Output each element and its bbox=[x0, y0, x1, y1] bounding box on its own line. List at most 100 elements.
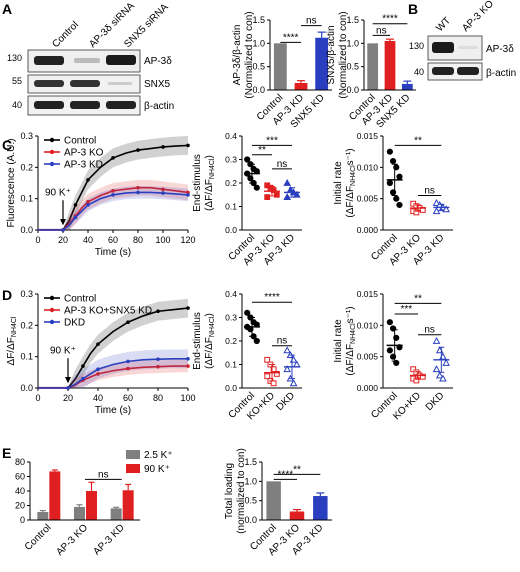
data-point bbox=[393, 195, 400, 202]
blot-row-label: SNX5 bbox=[144, 79, 171, 90]
data-point bbox=[432, 207, 441, 215]
panel-c: C 0.0 0.1 0.2 0.3 0 20 40 60 80 100 120 Time (s) 90 … bbox=[2, 131, 453, 268]
significance-label: *** bbox=[266, 135, 278, 146]
bar bbox=[122, 490, 134, 520]
legend-marker bbox=[49, 307, 55, 313]
x-category-label: Control bbox=[23, 522, 54, 553]
significance-label: **** bbox=[264, 292, 280, 303]
x-tick-label: 60 bbox=[123, 393, 133, 403]
y-tick-label: 1.0 bbox=[346, 38, 359, 48]
bar bbox=[313, 496, 328, 520]
blot-band bbox=[432, 67, 454, 75]
panel-letter-d: D bbox=[2, 287, 12, 303]
data-point bbox=[126, 366, 130, 371]
data-point bbox=[413, 377, 420, 384]
data-point bbox=[413, 209, 420, 216]
y-axis-label: Initial rate bbox=[333, 161, 344, 205]
data-point bbox=[156, 364, 160, 369]
blot-band bbox=[74, 58, 100, 63]
y-axis-label: (normalized to con) bbox=[236, 448, 247, 534]
legend-swatch bbox=[126, 450, 140, 459]
series-line bbox=[38, 358, 188, 389]
blot-band bbox=[457, 67, 479, 75]
bar bbox=[110, 508, 122, 520]
y-axis-label: SNX5/β-actin bbox=[326, 25, 337, 84]
data-point bbox=[442, 358, 450, 366]
x-tick-label: 40 bbox=[83, 235, 93, 245]
y-tick-label: 0.2 bbox=[20, 162, 33, 172]
data-point bbox=[244, 309, 251, 316]
data-point bbox=[156, 357, 160, 361]
data-point bbox=[161, 145, 165, 149]
x-tick-label: 80 bbox=[153, 393, 163, 403]
data-point bbox=[283, 365, 292, 373]
y-axis-label: (Normalized to con) bbox=[338, 11, 349, 98]
significance-label: ns bbox=[306, 16, 317, 27]
x-tick-label: 80 bbox=[133, 235, 143, 245]
y-tick-label: 1.5 bbox=[244, 457, 257, 467]
significance-label: *** bbox=[400, 304, 412, 315]
stimulus-annotation: 90 K⁺ bbox=[50, 346, 76, 357]
significance-label: ns bbox=[277, 336, 288, 347]
y-tick-label: 0.4 bbox=[225, 289, 237, 299]
data-point bbox=[289, 379, 298, 387]
blot-band bbox=[34, 101, 64, 109]
data-point bbox=[413, 369, 420, 376]
data-point bbox=[136, 148, 140, 152]
y-tick-label: 0.5 bbox=[244, 496, 257, 506]
y-tick-label: 0.2 bbox=[225, 178, 237, 188]
legend-label: AP-3 KO+SNX5 KD bbox=[64, 306, 152, 317]
lane-label: WT bbox=[434, 15, 453, 34]
data-point bbox=[283, 178, 292, 186]
y-axis-label: (ΔF/ΔFNH4Cls⁻¹) bbox=[345, 148, 357, 217]
y-tick-label: 40 bbox=[15, 486, 25, 496]
bar bbox=[384, 41, 396, 90]
data-point bbox=[273, 191, 280, 198]
y-tick-label: 0.1 bbox=[225, 360, 237, 370]
blot-a: Control AP-3δ siRNA SNX5 siRNA 130 55 40… bbox=[7, 0, 174, 116]
y-tick-label: 0.015 bbox=[357, 289, 379, 299]
significance-label: **** bbox=[278, 469, 294, 480]
x-axis-label: Time (s) bbox=[95, 405, 131, 416]
y-tick-label: 20 bbox=[15, 501, 25, 511]
bar bbox=[37, 512, 49, 520]
data-point bbox=[73, 215, 78, 220]
data-point bbox=[386, 319, 393, 326]
annotation-arrowhead bbox=[60, 219, 66, 226]
blot-row-label: AP-3δ bbox=[144, 56, 172, 67]
y-tick-label: 0.005 bbox=[357, 352, 379, 362]
data-point bbox=[186, 190, 190, 195]
y-tick-label: 0.2 bbox=[20, 320, 33, 330]
y-tick-label: 0.1 bbox=[20, 194, 33, 204]
y-tick-label: 0.3 bbox=[20, 131, 33, 141]
data-point bbox=[186, 357, 190, 361]
blot-band bbox=[34, 56, 64, 65]
y-tick-label: 0.0 bbox=[346, 85, 359, 95]
bar bbox=[401, 83, 413, 90]
y-tick-label: 0.3 bbox=[20, 289, 33, 299]
y-tick-label: 0.0 bbox=[244, 515, 257, 525]
data-point bbox=[419, 373, 426, 380]
data-point bbox=[283, 346, 292, 354]
x-tick-label: 100 bbox=[180, 393, 195, 403]
y-tick-label: 0.000 bbox=[357, 383, 379, 393]
data-point bbox=[81, 376, 85, 381]
y-tick-label: 0.2 bbox=[225, 336, 237, 346]
panel-letter-b: B bbox=[408, 1, 418, 17]
x-tick-label: 0 bbox=[35, 393, 40, 403]
data-point bbox=[386, 347, 393, 354]
data-point bbox=[432, 365, 441, 373]
data-point bbox=[111, 156, 115, 160]
panel-d: D 0.0 0.1 0.2 0.3 0 20 40 60 80 100 Time (s) 90 K⁺ C… bbox=[2, 287, 453, 422]
data-point bbox=[156, 309, 160, 314]
blot-band bbox=[106, 101, 136, 109]
data-point bbox=[386, 179, 393, 187]
data-point bbox=[244, 156, 251, 163]
y-tick-label: 0.015 bbox=[357, 131, 379, 141]
data-point bbox=[126, 359, 130, 364]
bar bbox=[273, 43, 287, 90]
chart-d-end-stimulus: 0.00.10.20.30.4ControlKO+KDDKD****nsEnd-… bbox=[192, 289, 302, 422]
